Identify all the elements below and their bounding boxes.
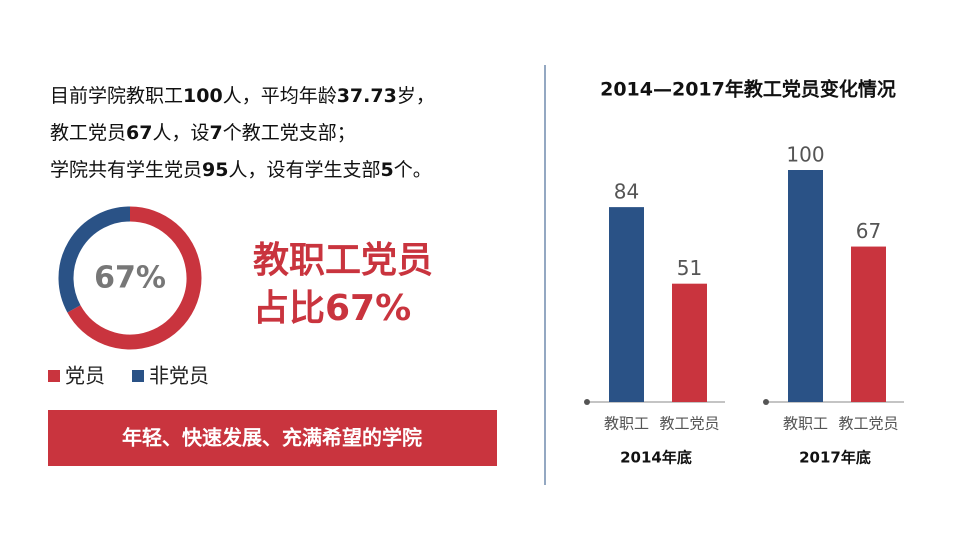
intro-text: 教工党员: [50, 122, 126, 144]
group-label: 2014年底: [620, 449, 692, 467]
value-label: 51: [677, 256, 702, 280]
value-label: 100: [786, 143, 824, 167]
intro-text: 人，设: [152, 122, 209, 144]
baseline-dot: [584, 399, 590, 405]
donut-segment: [58, 206, 131, 313]
donut-segment: [67, 206, 202, 350]
value-label: 84: [614, 180, 639, 204]
group-label: 2017年底: [799, 449, 871, 467]
value-label: 67: [856, 219, 881, 243]
annotation: 占比67%: [253, 288, 411, 329]
intro-number: 100: [183, 85, 223, 107]
intro-text: 个教工党支部；: [223, 122, 356, 144]
chart-title: 2014—2017年教工党员变化情况: [600, 78, 896, 101]
intro-text: 目前学院教职工: [50, 85, 183, 107]
intro-number: 37.73: [337, 85, 397, 107]
intro-line: 教工党员67人，设7个教工党支部；: [50, 122, 356, 144]
bar: [788, 170, 823, 402]
annotation: 教职工党员: [253, 240, 433, 281]
banner-text: 年轻、快速发展、充满希望的学院: [122, 426, 422, 450]
legend-label: 党员: [65, 364, 105, 388]
intro-text: 岁，: [397, 85, 435, 107]
intro-line: 学院共有学生党员95人，设有学生支部5个。: [50, 159, 432, 181]
bar-label: 教工党员: [838, 415, 898, 433]
bar-label: 教职工: [604, 415, 649, 433]
intro-text: 学院共有学生党员: [50, 159, 202, 181]
intro-number: 7: [209, 122, 222, 144]
intro-line: 目前学院教职工100人，平均年龄37.73岁，: [50, 85, 435, 107]
intro-number: 95: [202, 159, 228, 181]
bar-label: 教工党员: [659, 415, 719, 433]
bar: [851, 246, 886, 402]
intro-text: 个。: [394, 159, 432, 181]
legend-swatch: [48, 370, 60, 382]
legend-swatch: [132, 370, 144, 382]
bar-label: 教职工: [783, 415, 828, 433]
bar: [609, 207, 644, 402]
intro-text: 人，设有学生支部: [228, 159, 380, 181]
intro-number: 5: [380, 159, 393, 181]
baseline-dot: [763, 399, 769, 405]
bar: [672, 283, 707, 402]
donut-center-label: 67%: [94, 261, 166, 296]
legend-label: 非党员: [149, 364, 209, 388]
banner-box: [48, 410, 497, 466]
intro-number: 67: [126, 122, 152, 144]
intro-text: 人，平均年龄: [223, 85, 337, 107]
